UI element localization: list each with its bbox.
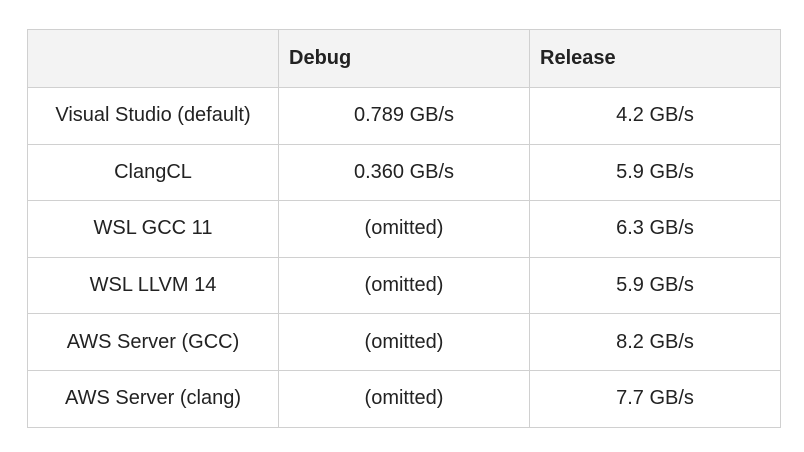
value-cell: 5.9 GB/s [529,256,781,315]
value-cell: 7.7 GB/s [529,369,781,428]
row-label: AWS Server (GCC) [27,313,279,371]
value-cell: 0.789 GB/s [278,87,530,145]
table-row: AWS Server (clang) (omitted) 7.7 GB/s [27,369,781,428]
value-cell: 0.360 GB/s [278,143,530,202]
header-cell: Debug [278,29,530,88]
table-row: Visual Studio (default) 0.789 GB/s 4.2 GB/… [27,87,781,145]
table-row: ClangCL 0.360 GB/s 5.9 GB/s [27,143,781,202]
value-cell: (omitted) [278,313,530,371]
row-label: Visual Studio (default) [27,87,279,145]
value-cell: 4.2 GB/s [529,87,781,145]
table-body: Visual Studio (default) 0.789 GB/s 4.2 GB/… [27,87,781,428]
value-cell: 8.2 GB/s [529,313,781,371]
table-row: WSL GCC 11 (omitted) 6.3 GB/s [27,200,781,258]
row-label: WSL LLVM 14 [27,256,279,315]
value-cell: (omitted) [278,256,530,315]
header-cell [27,29,279,88]
value-cell: (omitted) [278,200,530,258]
table-row: WSL LLVM 14 (omitted) 5.9 GB/s [27,256,781,315]
value-cell: (omitted) [278,369,530,428]
benchmark-table: Debug Release Visual Studio (default) 0.78… [27,29,781,428]
header-row: Debug Release [27,29,781,88]
header-cell: Release [529,29,781,88]
row-label: ClangCL [27,143,279,202]
value-cell: 5.9 GB/s [529,143,781,202]
row-label: AWS Server (clang) [27,369,279,428]
row-label: WSL GCC 11 [27,200,279,258]
value-cell: 6.3 GB/s [529,200,781,258]
table-row: AWS Server (GCC) (omitted) 8.2 GB/s [27,313,781,371]
